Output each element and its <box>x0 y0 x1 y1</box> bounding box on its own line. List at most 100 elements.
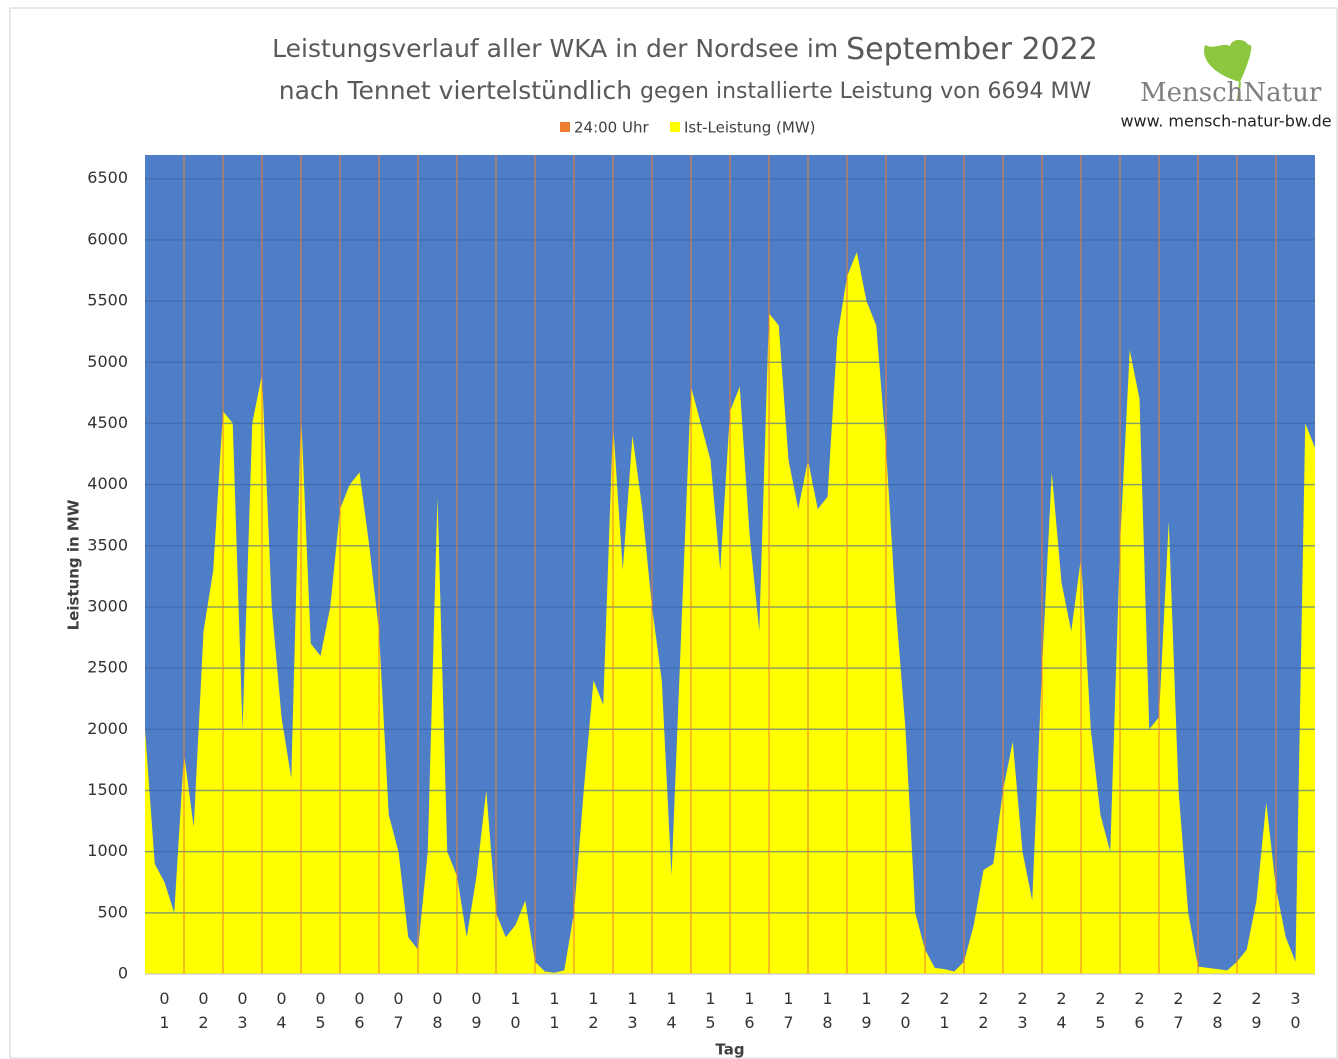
logo-url: www. mensch-natur-bw.de <box>1120 112 1331 131</box>
chart-title: Leistungsverlauf aller WKA in der Nordse… <box>272 32 1098 67</box>
x-tick-char: 3 <box>1017 1013 1027 1032</box>
x-tick-char: 0 <box>198 989 208 1008</box>
x-tick-char: 8 <box>432 1013 442 1032</box>
x-tick-char: 1 <box>627 989 637 1008</box>
y-tick-label: 1500 <box>87 780 128 799</box>
x-tick-char: 4 <box>666 1013 676 1032</box>
title-part: Leistungsverlauf aller WKA in der Nordse… <box>272 34 838 63</box>
y-tick-label: 6000 <box>87 229 128 248</box>
x-tick-char: 2 <box>1173 989 1183 1008</box>
y-tick-label: 1000 <box>87 841 128 860</box>
subtitle-part: gegen installierte Leistung von 6694 MW <box>640 79 1091 104</box>
x-tick-char: 4 <box>1056 1013 1066 1032</box>
x-tick-char: 3 <box>627 1013 637 1032</box>
y-tick-label: 5500 <box>87 291 128 310</box>
x-tick-char: 8 <box>822 1013 832 1032</box>
x-tick-char: 6 <box>1134 1013 1144 1032</box>
x-tick-char: 2 <box>1251 989 1261 1008</box>
x-tick-char: 0 <box>315 989 325 1008</box>
x-tick-char: 9 <box>471 1013 481 1032</box>
x-tick-char: 6 <box>744 1013 754 1032</box>
x-tick-char: 1 <box>549 1013 559 1032</box>
logo-text: MenschNatur <box>1140 78 1322 108</box>
y-tick-label: 4000 <box>87 474 128 493</box>
y-tick-label: 0 <box>118 964 128 983</box>
x-tick-char: 0 <box>354 989 364 1008</box>
x-tick-char: 1 <box>549 989 559 1008</box>
x-tick-char: 1 <box>588 989 598 1008</box>
x-tick-char: 3 <box>237 1013 247 1032</box>
x-tick-char: 9 <box>1251 1013 1261 1032</box>
legend-label: 24:00 Uhr <box>574 119 649 137</box>
x-tick-char: 0 <box>237 989 247 1008</box>
x-tick-char: 2 <box>1095 989 1105 1008</box>
x-tick-char: 0 <box>510 1013 520 1032</box>
x-tick-char: 0 <box>432 989 442 1008</box>
legend-swatch <box>670 122 680 132</box>
x-tick-char: 5 <box>705 1013 715 1032</box>
logo-word: Mensch <box>1140 78 1244 108</box>
x-tick-char: 6 <box>354 1013 364 1032</box>
y-tick-label: 2000 <box>87 719 128 738</box>
chart-subtitle: nach Tennet viertelstündlich gegen insta… <box>279 76 1092 105</box>
y-tick-label: 2500 <box>87 658 128 677</box>
x-tick-char: 1 <box>939 1013 949 1032</box>
x-tick-char: 0 <box>393 989 403 1008</box>
y-axis-title: Leistung in MW <box>65 499 83 630</box>
x-tick-char: 2 <box>1017 989 1027 1008</box>
x-tick-char: 2 <box>588 1013 598 1032</box>
x-tick-char: 0 <box>276 989 286 1008</box>
subtitle-part: nach Tennet viertelstündlich <box>279 76 632 105</box>
logo-leaf <box>1204 39 1252 82</box>
x-tick-char: 1 <box>510 989 520 1008</box>
x-tick-char: 0 <box>900 1013 910 1032</box>
x-tick-char: 2 <box>939 989 949 1008</box>
y-tick-label: 3500 <box>87 535 128 554</box>
x-tick-char: 0 <box>1290 1013 1300 1032</box>
x-tick-char: 2 <box>1212 989 1222 1008</box>
x-tick-char: 1 <box>822 989 832 1008</box>
x-axis-title: Tag <box>715 1041 744 1059</box>
x-tick-char: 2 <box>1056 989 1066 1008</box>
x-tick-char: 3 <box>1290 989 1300 1008</box>
x-tick-char: 2 <box>900 989 910 1008</box>
x-tick-char: 1 <box>744 989 754 1008</box>
x-tick-char: 0 <box>471 989 481 1008</box>
y-tick-label: 4500 <box>87 413 128 432</box>
y-tick-label: 5000 <box>87 352 128 371</box>
title-part: September 2022 <box>846 32 1098 67</box>
x-tick-char: 0 <box>159 989 169 1008</box>
x-tick-char: 2 <box>978 989 988 1008</box>
x-tick-char: 1 <box>159 1013 169 1032</box>
x-tick-char: 7 <box>783 1013 793 1032</box>
x-tick-char: 7 <box>393 1013 403 1032</box>
logo-word: Natur <box>1243 78 1321 108</box>
x-tick-char: 5 <box>1095 1013 1105 1032</box>
x-tick-char: 2 <box>198 1013 208 1032</box>
